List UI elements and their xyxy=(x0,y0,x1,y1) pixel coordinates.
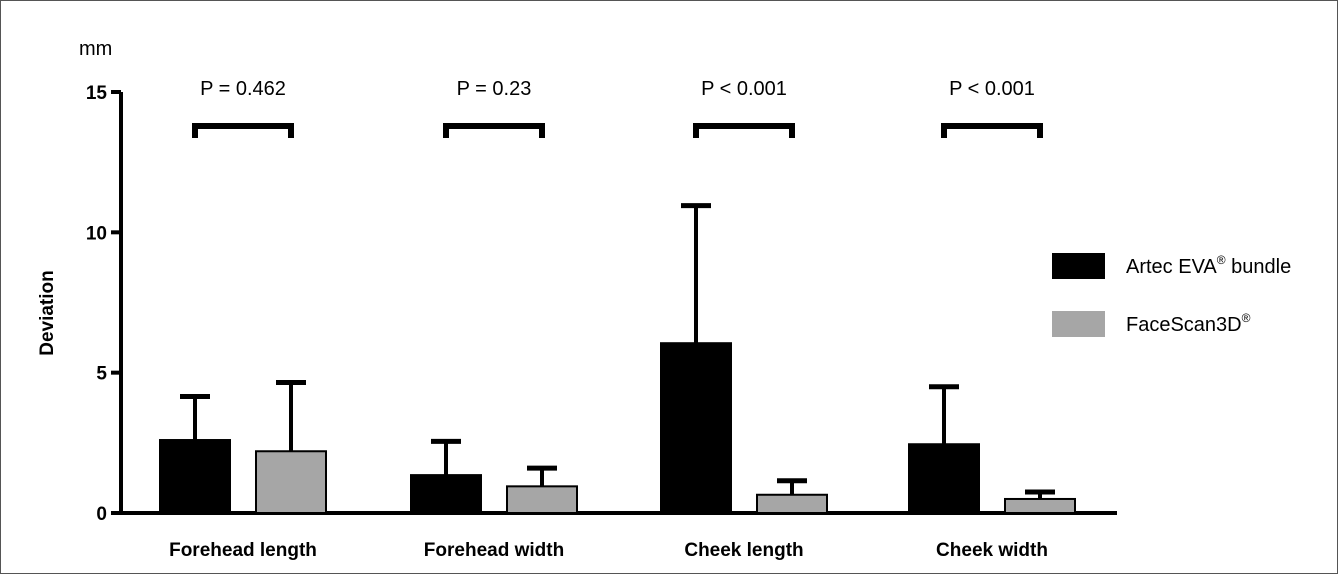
p-value-label: P < 0.001 xyxy=(701,78,787,100)
significance-bracket xyxy=(941,123,1043,138)
bar xyxy=(255,450,327,514)
p-value-label: P < 0.001 xyxy=(949,78,1035,100)
significance-bracket xyxy=(192,123,294,138)
significance-bracket xyxy=(693,123,795,138)
x-tick-label: Forehead width xyxy=(424,540,564,561)
bar xyxy=(410,474,482,514)
legend-swatch xyxy=(1052,311,1105,337)
bar xyxy=(908,443,980,514)
y-axis-title: Deviation xyxy=(37,270,58,356)
p-value-label: P = 0.23 xyxy=(457,78,532,100)
bars xyxy=(159,203,1076,515)
y-tick-label: 5 xyxy=(96,364,107,385)
x-tick-label: Cheek width xyxy=(936,540,1048,561)
x-tick-label: Forehead length xyxy=(169,540,317,561)
significance-annotations: P = 0.462 P = 0.23 P < 0.001 P < 0.001 xyxy=(192,78,1043,138)
p-value-label: P = 0.462 xyxy=(200,78,286,100)
unit-label: mm xyxy=(79,38,112,60)
legend: Artec EVA® bundle FaceScan3D® xyxy=(1052,253,1291,337)
bar xyxy=(506,485,578,515)
legend-swatch xyxy=(1052,253,1105,279)
legend-label: FaceScan3D® xyxy=(1126,311,1251,336)
x-tick-label: Cheek length xyxy=(684,540,803,561)
bar xyxy=(660,342,732,514)
legend-label: Artec EVA® bundle xyxy=(1126,253,1291,278)
significance-bracket xyxy=(443,123,545,138)
bar xyxy=(756,493,828,514)
y-tick-label: 10 xyxy=(86,223,107,244)
bar xyxy=(159,439,231,515)
y-tick-label: 0 xyxy=(96,504,107,525)
bar xyxy=(1004,497,1076,515)
y-tick-label: 15 xyxy=(86,83,108,104)
